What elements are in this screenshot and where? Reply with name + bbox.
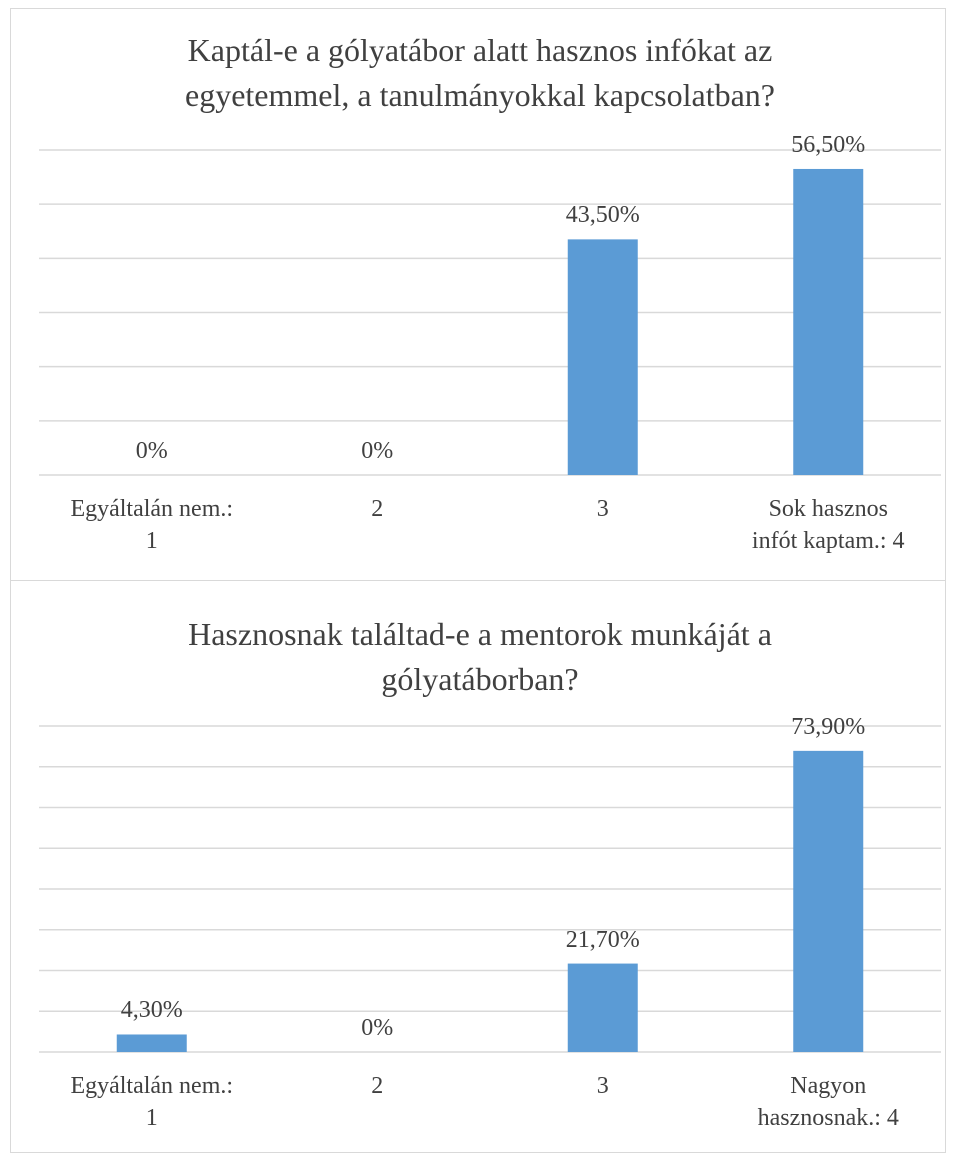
x-tick-label: Egyáltalán nem.: 1 — [70, 496, 234, 554]
data-label: 0% — [361, 1015, 394, 1041]
x-tick-label: 3 — [596, 496, 609, 522]
x-tick-label: Egyáltalán nem.: 1 — [70, 1073, 234, 1131]
x-tick-label: Sok hasznos infót kaptam.: 4 — [751, 496, 905, 554]
data-label: 21,70% — [565, 926, 640, 953]
data-label: 56,50% — [791, 131, 866, 158]
data-label: 4,30% — [120, 997, 183, 1024]
x-tick-label: 2 — [371, 496, 384, 522]
bar — [793, 750, 864, 1052]
x-tick-label: 3 — [596, 1073, 609, 1099]
bar — [793, 168, 864, 476]
chart-title: Hasznosnak találtad-e a mentorok munkájá… — [188, 616, 772, 697]
data-label: 43,50% — [565, 202, 640, 229]
chart-title: Kaptál-e a gólyatábor alatt hasznos infó… — [185, 32, 775, 113]
bar — [567, 239, 638, 475]
data-label: 0% — [361, 438, 394, 464]
data-label: 73,90% — [791, 713, 866, 740]
data-label: 0% — [135, 438, 168, 464]
bar — [567, 963, 638, 1052]
bar — [116, 1034, 187, 1052]
x-tick-label: Nagyon hasznosnak.: 4 — [757, 1073, 899, 1131]
x-tick-label: 2 — [371, 1073, 384, 1099]
